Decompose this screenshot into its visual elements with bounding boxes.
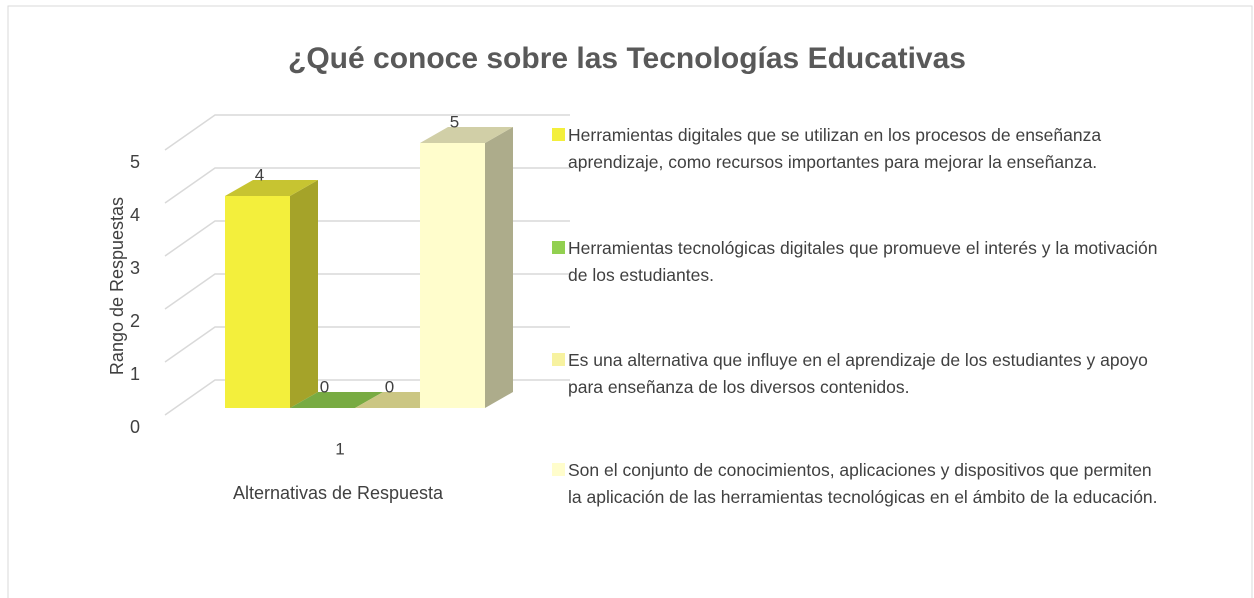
legend-swatch bbox=[552, 128, 565, 141]
data-label: 0 bbox=[385, 377, 394, 396]
chart-border bbox=[7, 5, 1253, 598]
legend-label: Son el conjunto de conocimientos, aplica… bbox=[568, 460, 1158, 507]
y-axis-title: Rango de Respuestas bbox=[107, 197, 127, 375]
bar-top bbox=[225, 180, 318, 196]
legend-label: Herramientas tecnológicas digitales que … bbox=[568, 238, 1158, 285]
y-tick-label: 5 bbox=[130, 152, 140, 172]
x-axis-title: Alternativas de Respuesta bbox=[233, 483, 444, 503]
y-tick-label: 1 bbox=[130, 364, 140, 384]
x-tick-label: 1 bbox=[335, 439, 344, 458]
data-label: 5 bbox=[450, 112, 459, 131]
legend-swatch bbox=[552, 353, 565, 366]
legend-label: Es una alternativa que influye en el apr… bbox=[568, 350, 1148, 397]
grid-line bbox=[164, 114, 570, 151]
legend-item: Herramientas tecnológicas digitales que … bbox=[552, 235, 1157, 289]
y-tick-label: 2 bbox=[130, 311, 140, 331]
bar bbox=[420, 143, 485, 408]
legend-swatch bbox=[552, 463, 565, 476]
bar-top bbox=[420, 127, 513, 143]
legend-item: Son el conjunto de conocimientos, aplica… bbox=[552, 457, 1158, 511]
bar bbox=[225, 196, 290, 408]
legend-item: Herramientas digitales que se utilizan e… bbox=[552, 122, 1152, 176]
legend-item: Es una alternativa que influye en el apr… bbox=[552, 347, 1152, 401]
data-label: 0 bbox=[320, 377, 329, 396]
y-tick-label: 3 bbox=[130, 258, 140, 278]
legend-swatch bbox=[552, 241, 565, 254]
bar-top bbox=[290, 392, 383, 408]
bar-side bbox=[290, 180, 318, 408]
y-tick-label: 0 bbox=[130, 417, 140, 437]
y-tick-label: 4 bbox=[130, 205, 140, 225]
data-label: 4 bbox=[255, 165, 264, 184]
bar-side bbox=[485, 127, 513, 408]
legend-label: Herramientas digitales que se utilizan e… bbox=[568, 125, 1102, 172]
chart-title: ¿Qué conoce sobre las Tecnologías Educat… bbox=[288, 42, 966, 75]
